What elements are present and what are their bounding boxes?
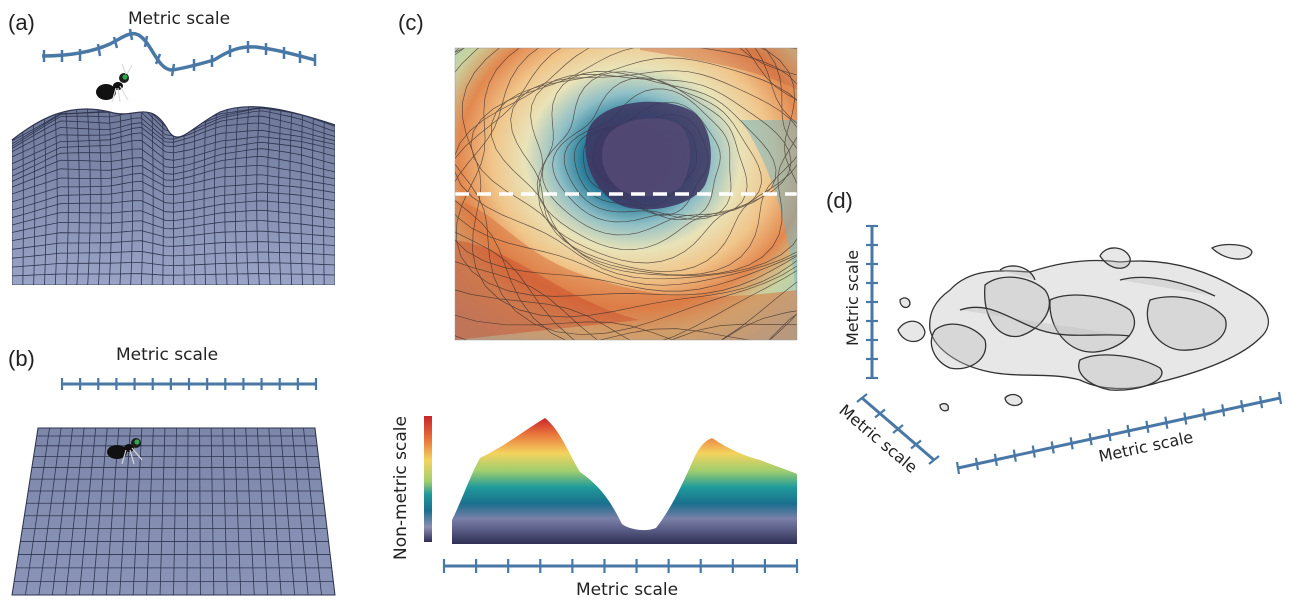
panel-d-3d-volume bbox=[897, 243, 1270, 412]
panel-d-y-label: Metric scale bbox=[843, 250, 862, 346]
panel-d: (d) Metric scale Metric scale Metric sca… bbox=[826, 188, 1283, 477]
panel-a-terrain-mesh bbox=[11, 106, 336, 285]
panel-c: (c) Non-metric scale bbox=[391, 10, 799, 600]
panel-b-metric-scale bbox=[60, 378, 318, 390]
panel-b: (b) Metric scale bbox=[8, 345, 336, 596]
panel-c-color-scale-bar bbox=[424, 416, 432, 542]
ant-icon bbox=[96, 63, 133, 103]
ant-icon bbox=[107, 438, 143, 465]
panel-letter-a: (a) bbox=[8, 10, 35, 35]
panel-letter-c: (c) bbox=[398, 10, 424, 35]
panel-c-metric-scale bbox=[442, 559, 799, 573]
panel-letter-b: (b) bbox=[8, 346, 35, 371]
panel-c-y-label: Non-metric scale bbox=[391, 416, 411, 560]
panel-a: (a) Metric scale bbox=[8, 9, 336, 285]
panel-c-elevation-profile: Non-metric scale Metric scale bbox=[391, 416, 799, 600]
panel-b-flat-mesh bbox=[11, 427, 336, 596]
panel-d-horizontal-axis: Metric scale bbox=[955, 391, 1283, 475]
panel-a-metric-scale bbox=[41, 28, 317, 77]
panel-d-depth-axis: Metric scale bbox=[835, 393, 940, 477]
panel-d-vertical-axis: Metric scale bbox=[843, 224, 878, 380]
panel-a-scale-label: Metric scale bbox=[128, 9, 230, 29]
panel-letter-d: (d) bbox=[826, 188, 853, 213]
panel-c-x-label: Metric scale bbox=[576, 580, 678, 600]
panel-b-scale-label: Metric scale bbox=[116, 345, 218, 365]
panel-c-topographic-map bbox=[455, 48, 797, 340]
